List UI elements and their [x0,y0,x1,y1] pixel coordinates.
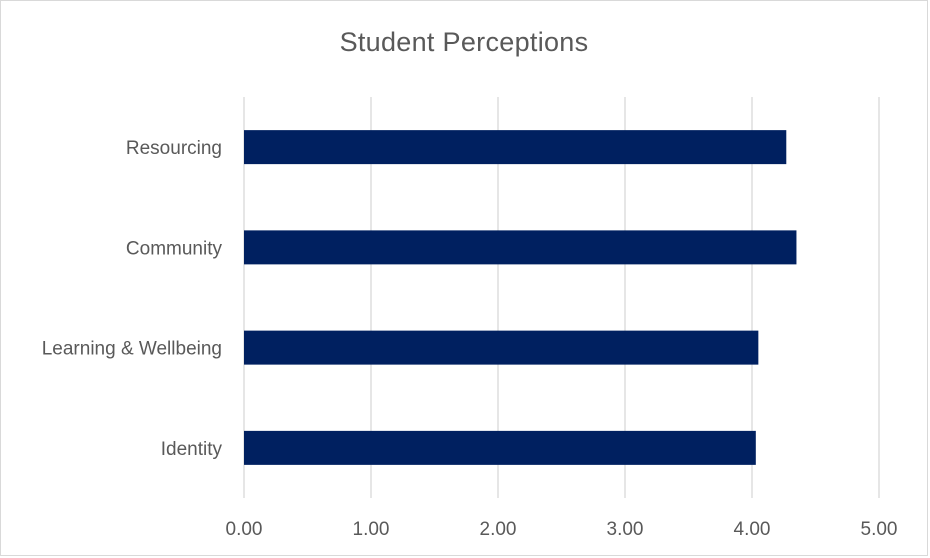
chart-title: Student Perceptions [339,27,589,57]
category-label: Learning & Wellbeing [42,339,222,360]
x-tick-label: 1.00 [353,519,390,540]
bar [244,230,797,265]
category-labels: Resourcing Community Learning & Wellbeing I… [42,138,223,460]
category-label: Identity [161,439,223,460]
x-tick-label: 5.00 [861,519,898,540]
x-tick-label: 0.00 [226,519,263,540]
bar [244,330,759,365]
x-tick-label: 4.00 [734,519,771,540]
bar [244,430,756,465]
x-tick-label: 3.00 [607,519,644,540]
category-label: Resourcing [126,138,222,159]
x-tick-label: 2.00 [480,519,517,540]
category-label: Community [126,238,223,259]
x-tick-labels: 0.00 1.00 2.00 3.00 4.00 5.00 [226,519,898,540]
bar [244,130,787,165]
bars [244,130,797,465]
